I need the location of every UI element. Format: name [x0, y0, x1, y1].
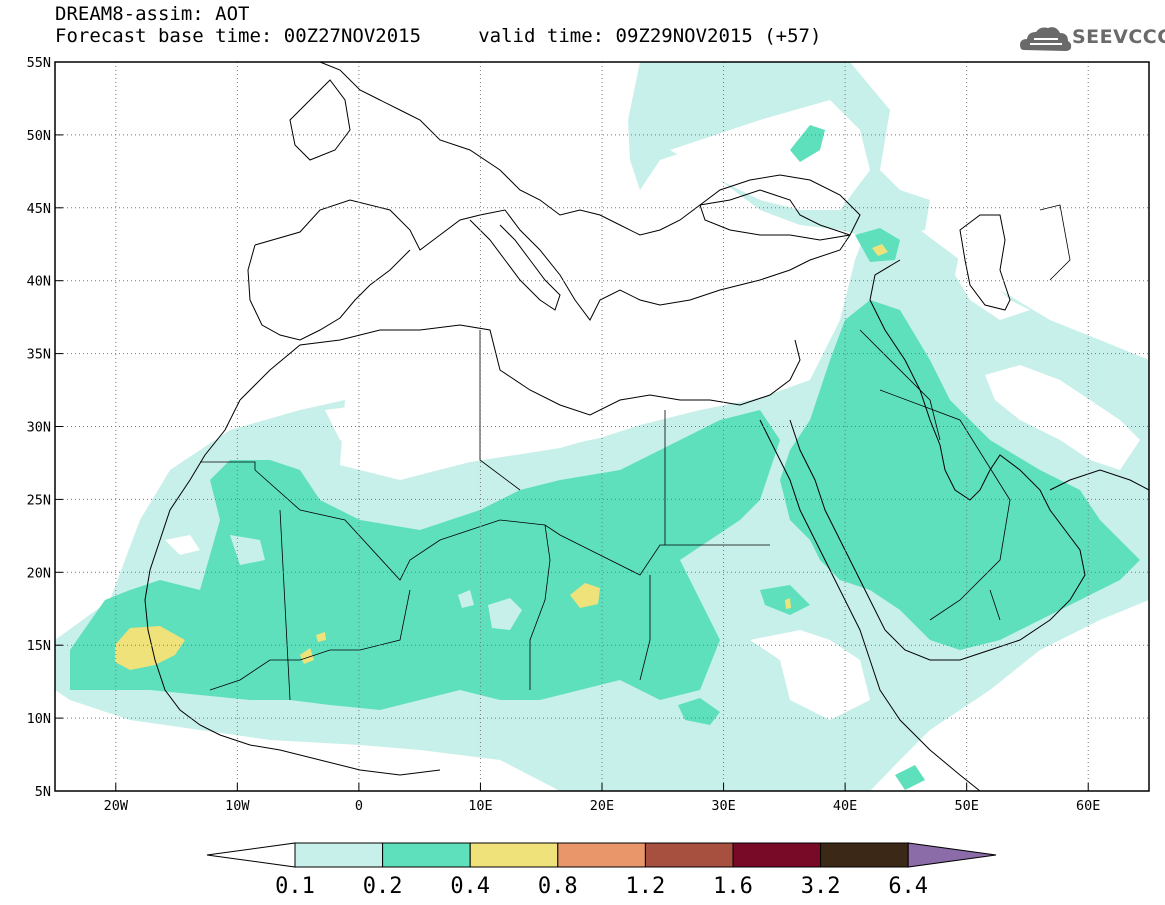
aot-mid-caucasus	[855, 228, 900, 262]
coast-europe	[254, 62, 851, 321]
colorbar: 0.1 0.2 0.4 0.8 1.2 1.6 3.2 6.4	[206, 842, 997, 899]
aot-high-senegal	[115, 626, 185, 670]
colorbar-swatch	[294, 842, 384, 868]
aot-mid-holes	[230, 535, 522, 630]
coast-black-sea	[699, 174, 861, 241]
lat-label: 40N	[27, 274, 51, 290]
lat-label: 20N	[27, 565, 51, 581]
coast-caspian	[959, 214, 1011, 311]
lon-label: 30E	[711, 798, 735, 814]
logo-text: SEEVCCC	[1072, 26, 1165, 48]
aot-high-caucasus	[872, 244, 888, 256]
colorbar-over-arrow	[907, 842, 997, 868]
lat-label: 25N	[27, 492, 51, 508]
lon-label: 10W	[225, 798, 250, 814]
aot-level-high	[115, 244, 888, 670]
colorbar-label: 3.2	[801, 874, 841, 899]
lon-label: 50E	[954, 798, 978, 814]
colorbar-under-arrow	[206, 842, 296, 868]
lon-label: 40E	[833, 798, 857, 814]
lat-label: 15N	[27, 638, 51, 654]
chart-title: DREAM8-assim: AOT	[55, 3, 250, 25]
lon-label: 0	[355, 798, 363, 814]
coast-iberia	[247, 244, 411, 341]
aot-mid-arabia	[780, 300, 1140, 650]
coast-red-sea-west	[759, 419, 981, 791]
aot-mid-east-africa	[678, 698, 720, 725]
aot-clear-areas	[165, 100, 1140, 720]
colorbar-label: 1.6	[713, 874, 753, 899]
colorbar-swatch	[820, 842, 909, 868]
colorbar-swatch	[732, 842, 822, 868]
aot-high-chad	[570, 583, 600, 608]
lat-label: 50N	[27, 128, 51, 144]
lat-label: 55N	[27, 55, 51, 71]
coast-iran	[1049, 469, 1149, 491]
colorbar-swatch	[382, 842, 471, 868]
lon-label: 20E	[590, 798, 614, 814]
colorbar-label: 6.4	[888, 874, 928, 899]
aot-high-sudan	[785, 598, 791, 609]
coast-uk	[289, 79, 351, 161]
lat-lon-grid	[55, 62, 1149, 791]
aot-high-mali2	[316, 632, 326, 642]
coast-red-sea-east	[789, 419, 1086, 661]
lat-axis: 55N 50N 45N 40N 35N 30N 25N 20N 15N 10N 5N	[27, 55, 63, 800]
aot-mid-ukraine	[790, 125, 825, 162]
colorbar-swatch	[469, 842, 559, 868]
lat-label: 45N	[27, 201, 51, 217]
colorbar-swatch	[644, 842, 734, 868]
lat-label: 35N	[27, 347, 51, 363]
colorbar-label: 1.2	[626, 874, 666, 899]
borders	[200, 204, 1071, 701]
aot-mid-horn	[895, 765, 925, 790]
colorbar-label: 0.1	[275, 874, 315, 899]
coast-italy	[469, 219, 561, 311]
lat-label: 10N	[27, 711, 51, 727]
forecast-times: Forecast base time: 00Z27NOV2015 valid t…	[55, 25, 822, 47]
colorbar-label: 0.4	[450, 874, 490, 899]
colorbar-label: 0.2	[363, 874, 403, 899]
lat-label: 30N	[27, 420, 51, 436]
aot-high-mali1	[300, 648, 314, 664]
lon-axis: 20W 10W 0 10E 20E 30E 40E 50E 60E	[104, 783, 1100, 814]
lon-label: 20W	[104, 798, 129, 814]
cloud-icon	[1020, 27, 1072, 51]
lat-label: 5N	[35, 784, 51, 800]
colorbar-swatch	[557, 842, 646, 868]
coast-north-africa	[239, 324, 801, 416]
coastlines	[144, 62, 1149, 791]
colorbar-label: 0.8	[538, 874, 578, 899]
coast-west-africa	[144, 399, 441, 776]
lon-label: 60E	[1076, 798, 1100, 814]
lon-label: 10E	[468, 798, 492, 814]
coast-gulf	[869, 259, 941, 446]
